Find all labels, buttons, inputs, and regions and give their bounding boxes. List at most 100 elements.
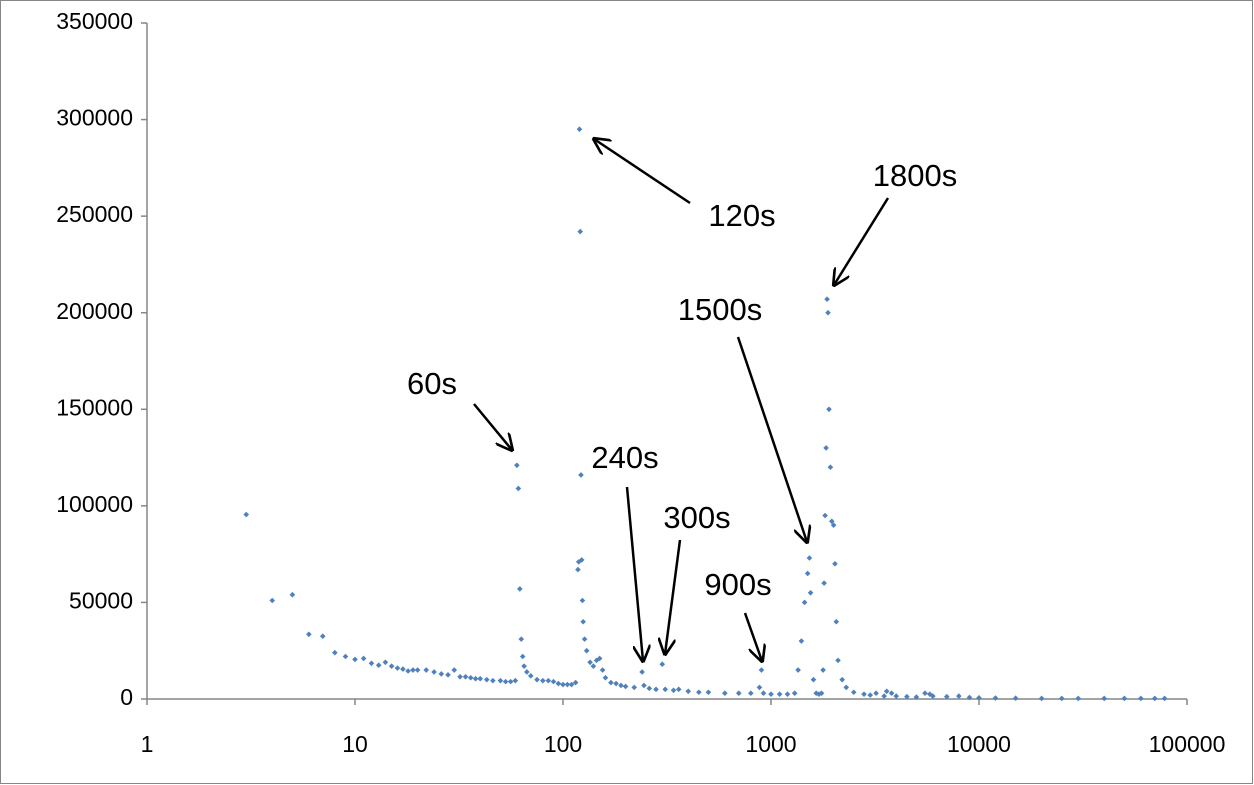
point — [795, 667, 801, 673]
point — [820, 667, 826, 673]
annotation: 300s — [663, 500, 730, 535]
point — [534, 676, 540, 683]
point — [564, 681, 571, 688]
point — [827, 464, 834, 471]
point — [913, 694, 920, 700]
point — [405, 668, 411, 674]
point — [867, 692, 874, 698]
point — [758, 667, 765, 673]
point — [735, 690, 742, 697]
point — [861, 691, 867, 697]
point — [828, 518, 835, 525]
arrow — [625, 486, 643, 661]
point — [1012, 695, 1019, 702]
point — [810, 676, 817, 683]
point — [602, 674, 609, 681]
point — [527, 673, 534, 679]
point — [646, 685, 653, 692]
point — [394, 665, 401, 671]
arrow — [736, 336, 807, 542]
point — [555, 680, 562, 687]
point — [823, 445, 829, 451]
point — [883, 688, 890, 695]
y-tick-label: 300000 — [56, 105, 133, 131]
point — [613, 680, 619, 687]
point — [431, 669, 437, 675]
point — [696, 689, 702, 696]
point — [1151, 695, 1158, 702]
point — [873, 690, 879, 697]
point — [943, 693, 950, 700]
point — [659, 661, 666, 668]
point — [483, 676, 490, 683]
point — [807, 589, 814, 596]
point — [756, 684, 763, 691]
point — [512, 677, 519, 684]
point — [608, 679, 614, 686]
arrow — [473, 403, 512, 450]
point — [822, 512, 828, 519]
y-tick-label: 200000 — [56, 298, 133, 324]
point — [976, 695, 982, 701]
point — [904, 693, 910, 700]
y-tick-label: 100000 — [56, 491, 133, 517]
point — [824, 296, 830, 302]
point — [451, 667, 458, 673]
point — [760, 690, 767, 697]
point — [423, 667, 430, 673]
y-tick-label: 350000 — [56, 8, 133, 34]
point — [517, 586, 523, 592]
point — [497, 677, 504, 684]
point — [388, 663, 395, 669]
point — [352, 656, 358, 663]
y-tick-label: 0 — [120, 684, 133, 710]
arrow — [594, 139, 691, 205]
point — [791, 690, 798, 697]
y-tick-label: 250000 — [56, 201, 133, 227]
point — [581, 636, 588, 642]
point — [243, 511, 250, 518]
point — [576, 126, 583, 133]
point — [821, 580, 827, 586]
point — [575, 566, 581, 573]
point — [587, 659, 593, 666]
point — [490, 677, 496, 684]
annotations: 120s 1800s 1500s 60s 240s 300s 900s — [407, 139, 957, 661]
annotation: 60s — [407, 366, 457, 401]
point — [342, 653, 349, 660]
annotation: 1800s — [873, 158, 957, 193]
point — [269, 597, 276, 604]
y-tick-label: 50000 — [69, 588, 133, 614]
point — [410, 667, 416, 673]
point — [289, 591, 296, 598]
point — [518, 636, 525, 642]
point — [578, 472, 584, 478]
point — [519, 653, 526, 660]
point — [1038, 695, 1045, 702]
annotation: 120s — [708, 198, 775, 233]
point — [992, 695, 999, 701]
point — [922, 690, 928, 697]
point — [590, 663, 597, 669]
point — [521, 663, 527, 669]
point — [578, 557, 585, 563]
point — [1121, 695, 1128, 702]
point — [577, 228, 584, 235]
point — [966, 694, 973, 701]
x-tick-label: 100000 — [1149, 731, 1226, 757]
point — [445, 672, 451, 678]
point — [784, 691, 791, 697]
x-tick-label: 100 — [544, 731, 582, 757]
point — [825, 309, 831, 316]
point — [618, 682, 624, 689]
point — [888, 690, 895, 697]
point — [722, 690, 728, 697]
point — [332, 649, 338, 656]
x-tick-label: 1000 — [745, 731, 796, 757]
point — [881, 693, 887, 699]
point — [572, 679, 579, 686]
arrow — [834, 197, 890, 285]
arrow — [665, 539, 682, 654]
point — [1101, 695, 1108, 702]
